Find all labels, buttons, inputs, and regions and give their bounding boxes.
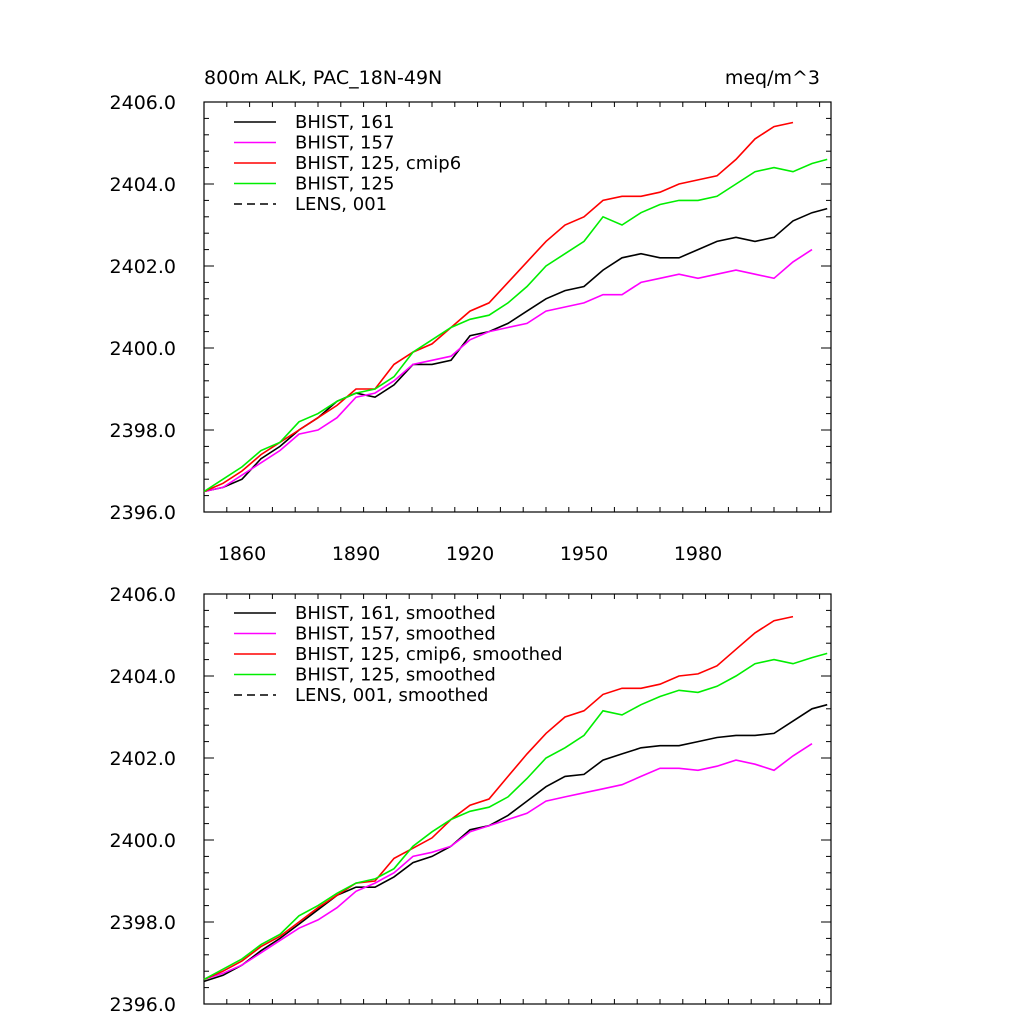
bottom-y-tick-label: 2406.0 [110, 584, 176, 606]
top-y-tick-label: 2400.0 [110, 338, 176, 360]
top-y-tick-label: 2404.0 [110, 174, 176, 196]
top-chart-title-right: meq/m^3 [725, 67, 820, 89]
bottom-series-line-1 [203, 743, 813, 981]
bottom-chart-panel: 2396.0 2398.0 2400.0 2402.0 2404.0 2406.0 BHIS… [110, 584, 832, 1016]
top-series-line-0 [203, 207, 828, 493]
bottom-plot-frame [203, 593, 832, 1005]
bottom-y-tick-label: 2400.0 [110, 830, 176, 852]
top-x-tick-label: 1860 [218, 543, 266, 565]
top-legend-label-2: BHIST, 125, cmip6 [295, 153, 461, 174]
bottom-legend-label-2: BHIST, 125, cmip6, smoothed [295, 644, 563, 665]
top-x-tick-label: 1890 [332, 543, 380, 565]
bottom-y-tick-label: 2398.0 [110, 912, 176, 934]
bottom-y-tick-label: 2396.0 [110, 994, 176, 1016]
bottom-legend-label-4: LENS, 001, smoothed [295, 685, 488, 706]
top-chart-title-left: 800m ALK, PAC_18N-49N [204, 67, 442, 89]
top-y-tick-label: 2396.0 [110, 502, 176, 524]
top-legend-label-0: BHIST, 161 [295, 112, 394, 133]
top-legend-label-4: LENS, 001 [295, 194, 387, 215]
top-series-line-1 [203, 248, 813, 493]
top-y-tick-label: 2402.0 [110, 256, 176, 278]
top-x-tick-label: 1920 [446, 543, 494, 565]
bottom-y-tick-label: 2402.0 [110, 748, 176, 770]
bottom-y-tick-label: 2404.0 [110, 666, 176, 688]
top-y-tick-label: 2398.0 [110, 420, 176, 442]
bottom-series-line-3 [203, 652, 828, 981]
bottom-series-line-0 [203, 703, 828, 983]
bottom-series-line-2 [203, 615, 794, 981]
top-legend-label-1: BHIST, 157 [295, 133, 394, 154]
bottom-legend-label-0: BHIST, 161, smoothed [295, 603, 496, 624]
top-chart-panel: 2396.0 2398.0 2400.0 2402.0 2404.0 2406.0 1860… [110, 92, 832, 565]
bottom-legend-label-1: BHIST, 157, smoothed [295, 624, 496, 645]
top-series-line-2 [203, 121, 794, 493]
top-legend-label-3: BHIST, 125 [295, 174, 394, 195]
top-series-line-3 [203, 158, 828, 493]
bottom-legend-label-3: BHIST, 125, smoothed [295, 665, 496, 686]
top-x-tick-label: 1980 [674, 543, 722, 565]
top-y-tick-label: 2406.0 [110, 92, 176, 114]
top-x-tick-label: 1950 [560, 543, 608, 565]
top-plot-frame [203, 101, 832, 513]
